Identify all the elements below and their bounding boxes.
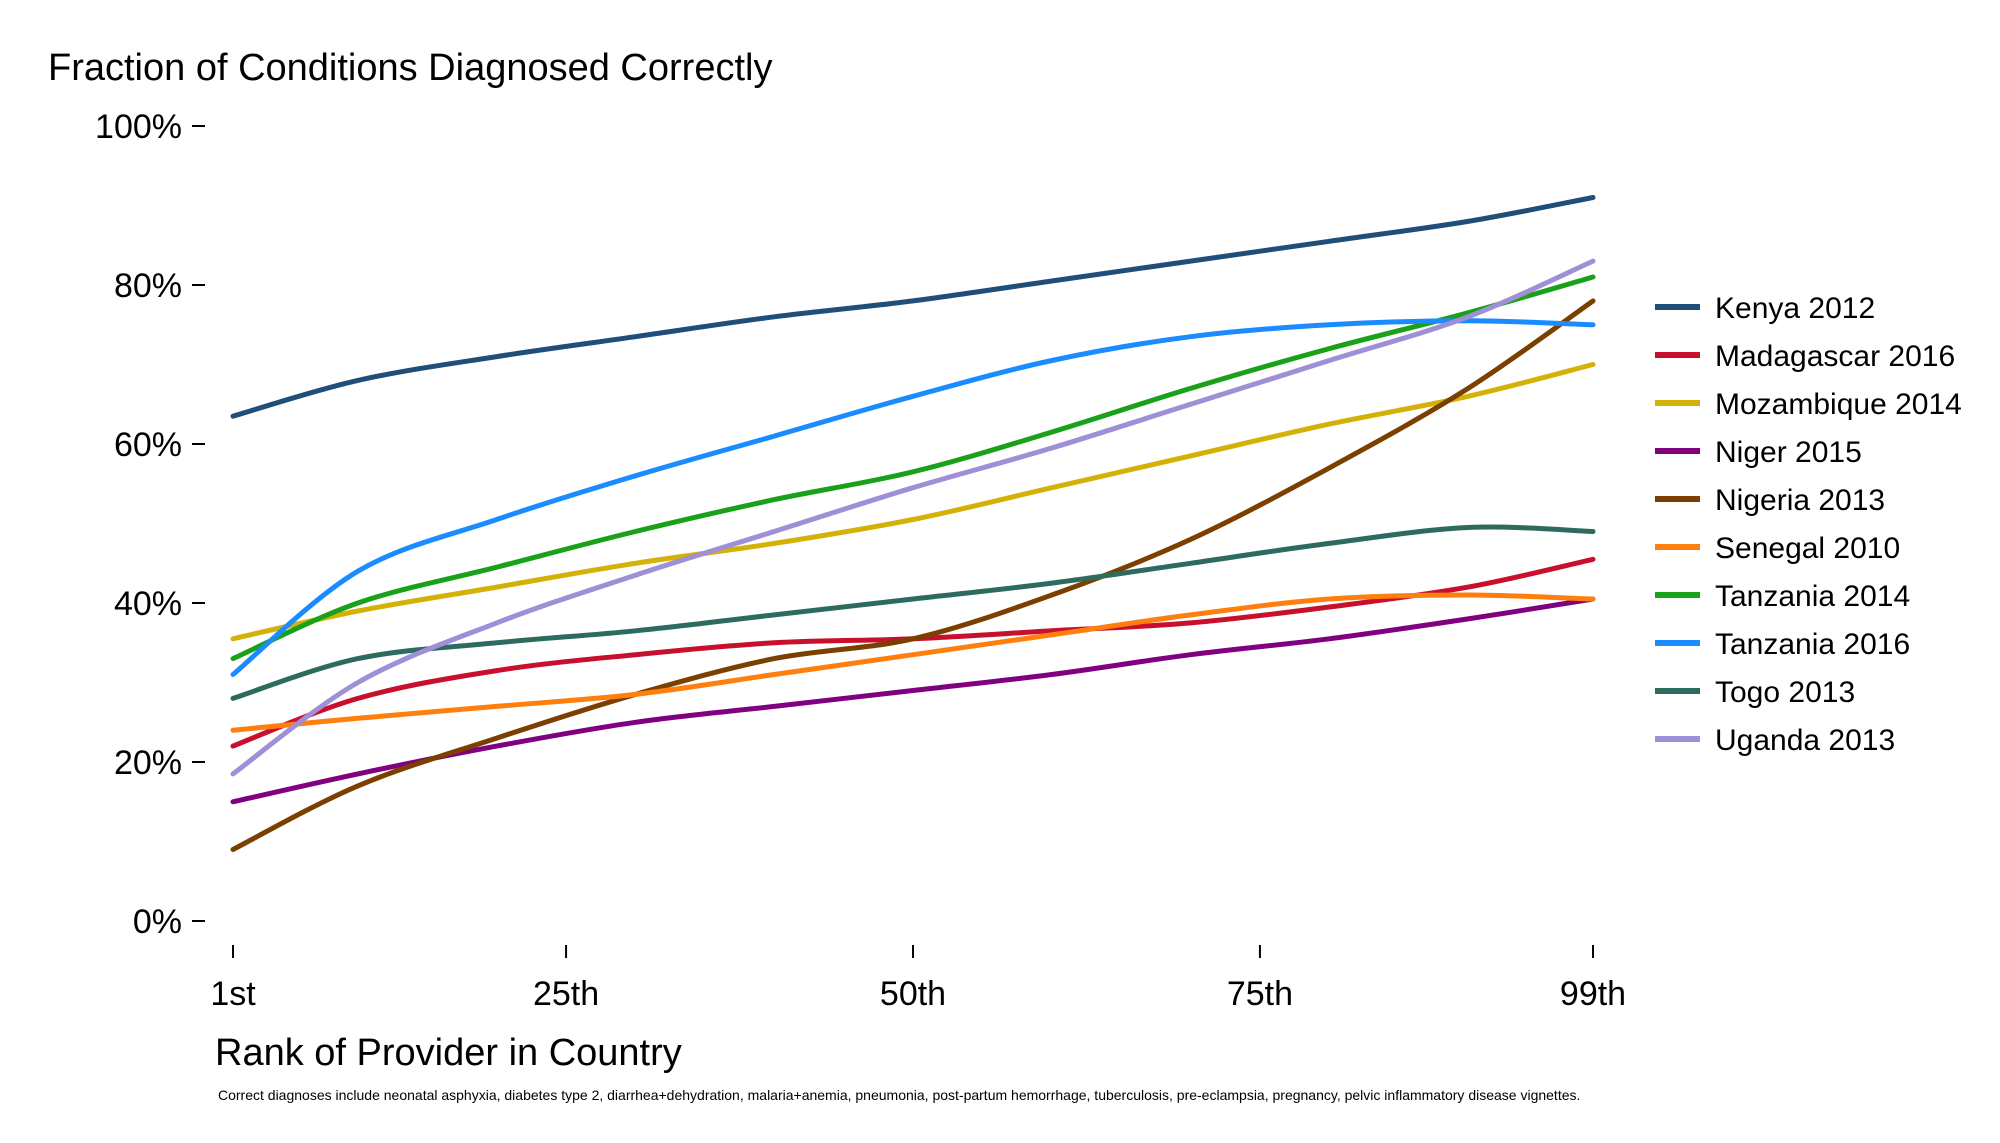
series-line-tanzania-2014 <box>230 274 1596 662</box>
legend-label-madagascar-2016: Madagascar 2016 <box>1715 340 1955 373</box>
legend-label-nigeria-2013: Nigeria 2013 <box>1715 484 1885 517</box>
plot-area <box>230 195 1596 852</box>
y-tick-label: 100% <box>95 108 182 146</box>
series-line-niger-2015 <box>230 596 1596 805</box>
y-tick-label: 20% <box>114 744 182 782</box>
y-axis: 0% 20% 40% 60% 80% 100% <box>95 108 205 941</box>
series-line-senegal-2010 <box>230 592 1596 733</box>
legend-label-tanzania-2016: Tanzania 2016 <box>1715 628 1910 661</box>
series-line-uganda-2013 <box>230 258 1596 777</box>
legend-label-uganda-2013: Uganda 2013 <box>1715 724 1895 757</box>
legend-label-togo-2013: Togo 2013 <box>1715 676 1855 709</box>
x-tick-label: 1st <box>210 975 256 1013</box>
x-axis-label: Rank of Provider in Country <box>215 1032 682 1074</box>
legend-label-tanzania-2014: Tanzania 2014 <box>1715 580 1910 613</box>
x-axis: 1st 25th 50th 75th 99th <box>210 945 1626 1013</box>
y-tick-label: 80% <box>114 267 182 305</box>
x-tick-label: 99th <box>1560 975 1626 1013</box>
series-line-tanzania-2016 <box>230 318 1596 677</box>
x-tick-label: 50th <box>880 975 946 1013</box>
legend: Kenya 2012 Madagascar 2016 Mozambique 2014… <box>1655 292 1962 757</box>
x-tick-label: 75th <box>1227 975 1293 1013</box>
legend-label-mozambique-2014: Mozambique 2014 <box>1715 388 1962 421</box>
y-tick-label: 60% <box>114 426 182 464</box>
y-tick-label: 40% <box>114 585 182 623</box>
x-tick-label: 25th <box>533 975 599 1013</box>
chart-title: Fraction of Conditions Diagnosed Correct… <box>48 47 772 89</box>
series-line-nigeria-2013 <box>230 298 1596 852</box>
series-line-mozambique-2014 <box>230 362 1596 642</box>
footnote: Correct diagnoses include neonatal asphy… <box>218 1087 1580 1103</box>
series-line-kenya-2012 <box>230 195 1596 419</box>
series-line-togo-2013 <box>230 524 1596 701</box>
y-tick-label: 0% <box>133 903 182 941</box>
legend-label-niger-2015: Niger 2015 <box>1715 436 1862 469</box>
legend-label-kenya-2012: Kenya 2012 <box>1715 292 1875 325</box>
legend-label-senegal-2010: Senegal 2010 <box>1715 532 1900 565</box>
